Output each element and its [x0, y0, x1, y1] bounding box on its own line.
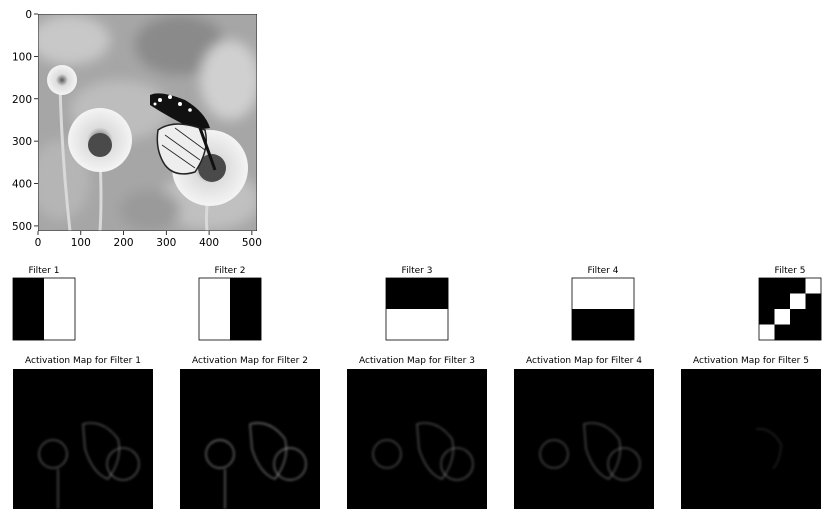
activation-map-1-title: Activation Map for Filter 1	[25, 356, 141, 366]
y-tick-label: 100	[12, 51, 32, 63]
activation-map-panel	[514, 369, 654, 509]
filter-cell	[790, 309, 806, 325]
filter-cell	[44, 309, 76, 341]
filter-cell	[572, 309, 604, 341]
filter-cell	[199, 278, 231, 310]
filter-1-matrix	[12, 277, 76, 341]
filter-cell	[603, 309, 635, 341]
activation-map-3-title: Activation Map for Filter 3	[359, 356, 475, 366]
y-tick-label: 200	[12, 94, 32, 106]
filter-frame	[571, 277, 635, 341]
x-tick-label: 100	[71, 237, 91, 249]
filter-cell	[199, 309, 231, 341]
activation-row	[13, 369, 821, 509]
filter-cell	[759, 324, 775, 341]
filter-5-title: Filter 5	[775, 266, 806, 276]
filter-3-matrix	[385, 277, 449, 341]
filter-cell	[774, 278, 791, 294]
filter-cell	[774, 324, 791, 341]
filter-cell	[774, 309, 791, 325]
filter-cell	[774, 293, 791, 310]
filter-cell	[230, 278, 262, 310]
filter-cell	[230, 309, 262, 341]
filter-cell	[759, 309, 775, 325]
filter-cell	[805, 309, 822, 325]
filter-1-title: Filter 1	[29, 266, 60, 276]
activation-map-2-title: Activation Map for Filter 2	[192, 356, 308, 366]
activation-map-panel	[347, 369, 487, 509]
filter-2-title: Filter 2	[215, 266, 246, 276]
filter-2-matrix	[198, 277, 262, 341]
filter-cell	[805, 324, 822, 341]
filter-row	[12, 277, 822, 341]
filter-cell	[13, 278, 45, 310]
filter-cell	[790, 324, 806, 341]
filter-cell	[759, 278, 775, 294]
filter-cell	[805, 278, 822, 294]
filter-3-title: Filter 3	[402, 266, 433, 276]
x-tick-label: 500	[242, 237, 262, 249]
activation-map-panel	[681, 369, 821, 509]
activation-map-panel	[13, 369, 153, 509]
filter-cell	[44, 278, 76, 310]
x-tick-label: 300	[156, 237, 176, 249]
filter-cell	[759, 293, 775, 310]
filter-cell	[805, 293, 822, 310]
y-tick-label: 0	[25, 9, 32, 21]
x-tick-label: 0	[35, 237, 42, 249]
x-tick-label: 400	[199, 237, 219, 249]
y-tick-label: 400	[12, 179, 32, 191]
filter-4-title: Filter 4	[588, 266, 619, 276]
filter-cell	[386, 278, 418, 310]
activation-map-4-title: Activation Map for Filter 4	[526, 356, 642, 366]
filter-cell	[417, 309, 449, 341]
filter-5-matrix	[758, 277, 822, 341]
filter-cell	[386, 309, 418, 341]
filter-frame	[198, 277, 262, 341]
filter-cell	[417, 278, 449, 310]
filter-cell	[790, 293, 806, 310]
filter-frame	[12, 277, 76, 341]
filter-4-matrix	[571, 277, 635, 341]
butterfly-photo	[38, 14, 257, 231]
filter-cell	[603, 278, 635, 310]
y-tick-label: 500	[12, 221, 32, 233]
filter-cell	[572, 278, 604, 310]
x-tick-label: 200	[114, 237, 134, 249]
filter-frame	[385, 277, 449, 341]
filter-frame	[758, 277, 822, 341]
filter-cell	[790, 278, 806, 294]
activation-map-5-title: Activation Map for Filter 5	[693, 356, 809, 366]
y-tick-label: 300	[12, 136, 32, 148]
filter-cell	[13, 309, 45, 341]
activation-map-panel	[180, 369, 320, 509]
